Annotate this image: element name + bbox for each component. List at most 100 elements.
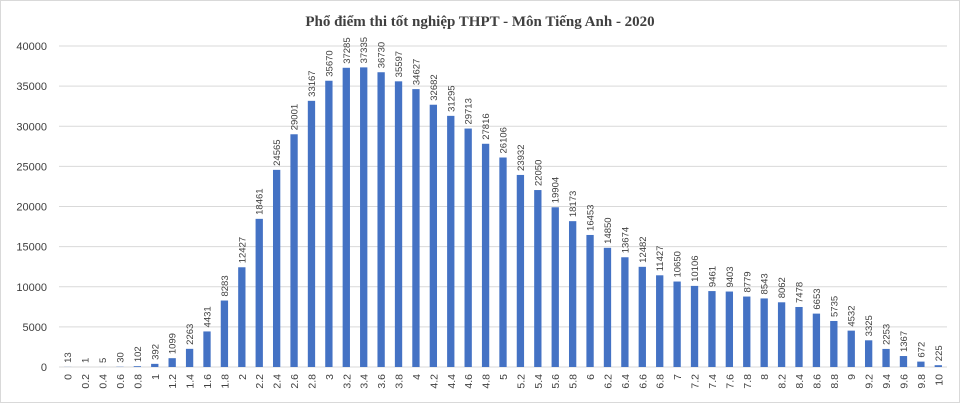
bar bbox=[307, 100, 316, 367]
x-tick-label: 7.8 bbox=[742, 374, 754, 389]
x-tick-label: 8.6 bbox=[811, 374, 823, 389]
bar bbox=[429, 104, 438, 367]
bar bbox=[534, 190, 542, 367]
data-label: 225 bbox=[934, 345, 945, 361]
x-tick-label: 4.8 bbox=[481, 374, 493, 389]
data-label: 2263 bbox=[185, 324, 196, 345]
bar bbox=[185, 348, 194, 367]
data-label: 9403 bbox=[725, 266, 736, 287]
bar bbox=[656, 275, 664, 367]
bar bbox=[342, 67, 350, 367]
x-tick-label: 4.2 bbox=[428, 374, 440, 389]
data-label: 8283 bbox=[220, 275, 231, 296]
x-tick-label: 4.6 bbox=[463, 374, 475, 389]
data-label: 12482 bbox=[638, 236, 649, 262]
bar bbox=[238, 267, 246, 367]
x-tick-label: 8 bbox=[759, 374, 771, 380]
data-label: 1367 bbox=[899, 331, 910, 352]
bar bbox=[551, 207, 559, 367]
data-label: 22050 bbox=[533, 160, 544, 186]
y-tick-label: 10000 bbox=[16, 282, 47, 294]
bar bbox=[743, 296, 751, 367]
x-tick-label: 1.6 bbox=[202, 374, 214, 389]
data-label: 8779 bbox=[742, 271, 753, 292]
data-label: 18461 bbox=[255, 188, 266, 214]
x-tick-label: 0.2 bbox=[80, 374, 92, 389]
bar bbox=[290, 134, 298, 367]
x-tick-label: 7 bbox=[672, 374, 684, 380]
x-tick-label: 2.6 bbox=[289, 374, 301, 389]
data-label: 35597 bbox=[394, 51, 405, 77]
x-tick-label: 7.4 bbox=[707, 374, 719, 389]
data-label: 36730 bbox=[377, 42, 388, 68]
bar bbox=[882, 348, 890, 367]
data-label: 37335 bbox=[359, 37, 370, 63]
y-tick-label: 0 bbox=[41, 362, 47, 374]
x-tick-label: 6.6 bbox=[637, 374, 649, 389]
data-label: 32682 bbox=[429, 74, 440, 100]
x-tick-label: 7.6 bbox=[724, 374, 736, 389]
x-tick-label: 2.4 bbox=[272, 374, 284, 389]
x-tick-label: 9.8 bbox=[916, 374, 928, 389]
bar bbox=[360, 67, 368, 367]
data-label: 27816 bbox=[481, 113, 492, 139]
bar bbox=[777, 302, 786, 367]
bar bbox=[621, 257, 629, 367]
x-tick-label: 3.8 bbox=[394, 374, 406, 389]
bar bbox=[481, 143, 490, 367]
y-tick-label: 25000 bbox=[16, 161, 47, 173]
bar bbox=[725, 291, 734, 367]
y-tick-label: 30000 bbox=[16, 121, 47, 133]
bar bbox=[899, 356, 908, 367]
x-tick-label: 2.2 bbox=[254, 374, 266, 389]
bar bbox=[812, 313, 821, 367]
bar bbox=[760, 298, 768, 367]
bar bbox=[203, 331, 211, 367]
x-tick-label: 6.8 bbox=[655, 374, 667, 389]
data-label: 5 bbox=[98, 358, 109, 363]
x-tick-label: 8.8 bbox=[829, 374, 841, 389]
bar bbox=[638, 266, 646, 367]
bar bbox=[377, 72, 385, 367]
x-tick-label: 9.2 bbox=[864, 374, 876, 389]
bar bbox=[603, 247, 612, 367]
x-tick-label: 5.2 bbox=[515, 374, 527, 389]
x-tick-label: 3.2 bbox=[341, 374, 353, 389]
bar bbox=[917, 361, 925, 367]
x-tick-label: 9.6 bbox=[898, 374, 910, 389]
x-tick-label: 7.2 bbox=[690, 374, 702, 389]
bar bbox=[586, 234, 594, 367]
data-label: 672 bbox=[916, 342, 927, 358]
data-label: 19904 bbox=[551, 177, 562, 203]
data-label: 23932 bbox=[516, 145, 527, 171]
bar bbox=[394, 81, 403, 367]
bar bbox=[255, 218, 263, 367]
y-axis-ticks: 0 5000 10000 15000 20000 25000 30000 35000 40000 bbox=[16, 41, 47, 374]
data-label: 24565 bbox=[272, 139, 283, 165]
y-tick-label: 20000 bbox=[16, 202, 47, 214]
y-tick-label: 15000 bbox=[16, 242, 47, 254]
x-tick-label: 5.6 bbox=[550, 374, 562, 389]
bar bbox=[568, 221, 577, 367]
x-tick-label: 1.2 bbox=[167, 374, 179, 389]
data-label: 26106 bbox=[499, 127, 510, 153]
y-tick-label: 5000 bbox=[23, 322, 47, 334]
y-tick-label: 40000 bbox=[16, 41, 47, 53]
bar bbox=[830, 320, 838, 367]
x-tick-label: 1 bbox=[150, 374, 162, 380]
data-label: 10106 bbox=[690, 255, 701, 281]
x-tick-label: 0.4 bbox=[98, 374, 110, 389]
data-label: 5735 bbox=[829, 296, 840, 317]
bar bbox=[516, 174, 525, 367]
chart-title: Phổ điểm thi tốt nghiệp THPT - Môn Tiếng… bbox=[305, 14, 654, 30]
bar bbox=[325, 80, 333, 367]
data-label: 1099 bbox=[168, 333, 179, 354]
x-tick-label: 3.6 bbox=[376, 374, 388, 389]
data-label: 9461 bbox=[707, 266, 718, 287]
data-label: 29001 bbox=[290, 104, 301, 130]
data-label: 1 bbox=[81, 358, 92, 363]
x-tick-label: 2 bbox=[237, 374, 249, 380]
data-label: 16453 bbox=[586, 205, 597, 231]
data-label: 8543 bbox=[760, 273, 771, 294]
